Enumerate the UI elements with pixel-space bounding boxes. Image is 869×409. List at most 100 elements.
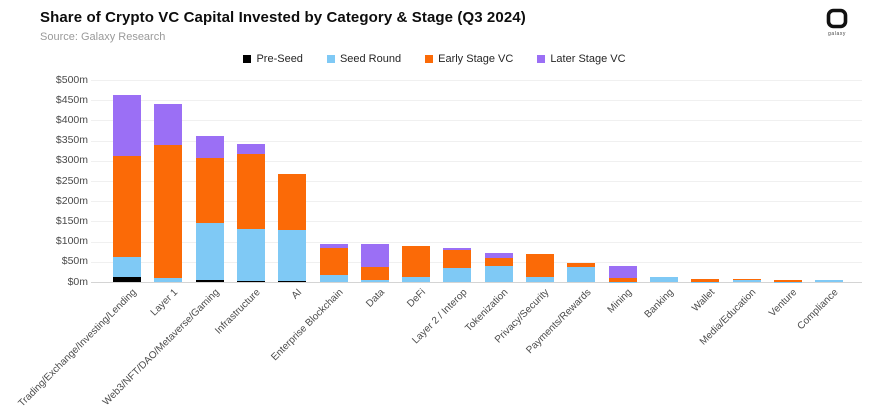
bar-segment-later-stage-vc <box>113 95 141 156</box>
gridline <box>91 140 862 142</box>
gridline <box>91 100 862 102</box>
bar-segment-seed-round <box>236 229 265 282</box>
x-axis-label-enterprise-blockchain: Enterprise Blockchain <box>269 287 346 364</box>
bar-segment-early-stage-vc <box>113 155 141 257</box>
legend-swatch-pre-seed <box>243 55 252 63</box>
bar-layer-1 <box>154 80 183 282</box>
bar-segment-early-stage-vc <box>236 154 265 230</box>
y-tick-label: $400m <box>55 113 88 126</box>
legend-item-seed-round: Seed Round <box>326 53 402 65</box>
gridline <box>91 181 862 182</box>
bar-segment-later-stage-vc <box>608 265 637 279</box>
bar-segment-seed-round <box>526 277 554 282</box>
bar-venture <box>773 80 802 282</box>
gridline <box>91 282 862 283</box>
legend-swatch-seed-round <box>326 55 335 63</box>
bar-segment-later-stage-vc <box>319 243 348 249</box>
bar-segment-later-stage-vc <box>236 143 265 155</box>
legend-swatch-later-stage-vc <box>537 55 546 63</box>
bar-segment-early-stage-vc <box>319 248 348 276</box>
legend-item-early-stage-vc: Early Stage VC <box>425 53 513 65</box>
y-tick-label: $450m <box>55 93 88 106</box>
bar-segment-early-stage-vc <box>443 249 472 269</box>
x-axis-label-venture: Venture <box>767 287 800 320</box>
y-tick-label: $250m <box>55 174 88 187</box>
y-tick-label: $350m <box>55 134 88 147</box>
bar-data <box>360 80 389 282</box>
x-axis-label-compliance: Compliance <box>795 287 841 333</box>
legend-item-pre-seed: Pre-Seed <box>243 53 303 65</box>
x-axis-label-mining: Mining <box>605 287 635 316</box>
bar-segment-pre-seed <box>113 276 141 282</box>
x-axis-labels: Trading/Exchange/Investing/Lending Layer … <box>0 287 869 409</box>
gridline <box>91 221 862 223</box>
bar-web3-nft-dao-metaverse-gaming <box>195 80 224 282</box>
x-axis-label-defi: DeFi <box>405 287 428 310</box>
bar-segment-early-stage-vc <box>773 279 802 282</box>
gridline <box>91 261 862 263</box>
x-axis-label-banking: Banking <box>642 287 676 321</box>
bar-tokenization <box>484 80 513 282</box>
bar-segment-early-stage-vc <box>567 263 596 268</box>
bar-segment-early-stage-vc <box>484 257 513 266</box>
legend-swatch-early-stage-vc <box>425 55 434 63</box>
bar-wallet <box>691 80 720 282</box>
bar-privacy-security <box>526 80 554 282</box>
y-tick-label: $50m <box>61 255 88 268</box>
legend-item-later-stage-vc: Later Stage VC <box>537 53 626 65</box>
y-tick-label: $100m <box>55 235 88 248</box>
legend-label: Seed Round <box>339 53 402 65</box>
bar-banking <box>649 80 678 282</box>
legend-label: Pre-Seed <box>256 53 303 65</box>
bar-segment-pre-seed <box>236 281 265 282</box>
gridline <box>91 160 862 162</box>
bar-segment-seed-round <box>567 267 596 282</box>
bar-segment-later-stage-vc <box>360 244 389 267</box>
bar-trading-exchange-investing-lending <box>113 80 141 282</box>
bar-segment-early-stage-vc <box>360 266 389 280</box>
x-axis-label-ai: AI <box>289 287 304 302</box>
plot-area <box>91 80 862 283</box>
bar-segment-seed-round <box>278 229 307 282</box>
bar-ai <box>278 80 307 282</box>
galaxy-logo-wordmark: galaxy <box>827 31 847 37</box>
y-tick-label: $200m <box>55 194 88 207</box>
bar-segment-pre-seed <box>195 280 224 282</box>
gridline <box>91 120 862 122</box>
bar-segment-seed-round <box>360 279 389 282</box>
bar-payments-rewards <box>567 80 596 282</box>
bar-segment-seed-round <box>443 268 472 282</box>
bar-segment-early-stage-vc <box>608 278 637 282</box>
y-tick-label: $0m <box>67 275 88 288</box>
y-tick-label: $150m <box>55 214 88 227</box>
gridline <box>91 201 862 203</box>
bar-defi <box>402 80 431 282</box>
bar-enterprise-blockchain <box>319 80 348 282</box>
bar-mining <box>608 80 637 282</box>
bar-segment-seed-round <box>402 276 431 282</box>
bar-segment-seed-round <box>649 276 678 282</box>
bar-segment-later-stage-vc <box>443 247 472 250</box>
bar-segment-early-stage-vc <box>691 278 720 282</box>
bar-segment-seed-round <box>195 223 224 281</box>
bar-media-education <box>732 80 761 282</box>
bar-segment-early-stage-vc <box>154 144 183 278</box>
bar-segment-early-stage-vc <box>402 246 431 277</box>
gridline <box>91 80 862 81</box>
bar-segment-later-stage-vc <box>195 136 224 158</box>
bar-compliance <box>815 80 844 282</box>
gridline <box>91 241 862 243</box>
bar-segment-early-stage-vc <box>526 253 554 278</box>
chart-title: Share of Crypto VC Capital Invested by C… <box>40 9 526 26</box>
y-axis: $500m $450m $400m $350m $300m $250m $200m $150m… <box>0 74 88 288</box>
legend-label: Early Stage VC <box>438 53 514 65</box>
bar-segment-seed-round <box>113 256 141 277</box>
bar-segment-seed-round <box>732 279 761 282</box>
bar-segment-later-stage-vc <box>154 103 183 145</box>
x-axis-label-data: Data <box>363 287 387 310</box>
bar-segment-later-stage-vc <box>484 253 513 258</box>
bar-segment-early-stage-vc <box>278 174 307 230</box>
chart-source: Source: Galaxy Research <box>40 31 166 43</box>
bar-segment-seed-round <box>484 265 513 282</box>
